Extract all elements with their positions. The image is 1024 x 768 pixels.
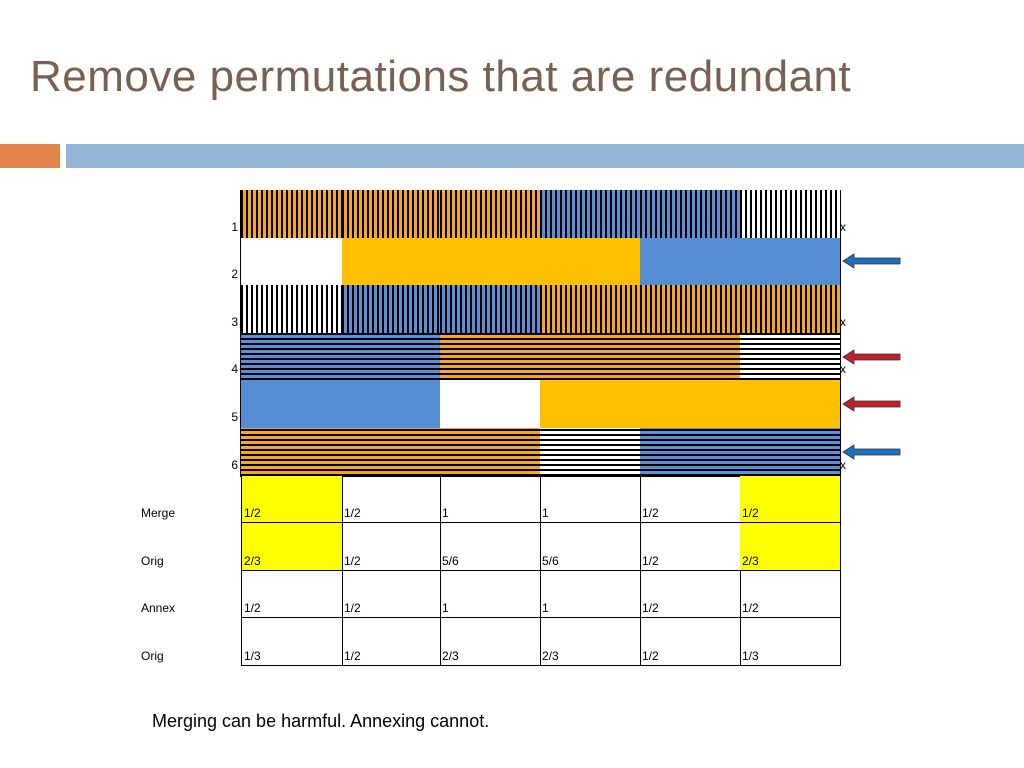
pattern-cell	[342, 237, 440, 286]
table-cell: 1/2	[640, 570, 741, 619]
pattern-cell	[740, 190, 840, 238]
table-cell: 1/2	[740, 570, 841, 619]
pattern-cell	[241, 428, 342, 476]
pattern-cell	[740, 332, 840, 381]
pattern-cell	[640, 190, 740, 238]
row-number-label: 6	[231, 457, 238, 472]
redundant-mark: x	[840, 362, 846, 377]
row-number-label: 1	[231, 219, 238, 234]
pattern-cell	[241, 285, 342, 333]
table-cell: 1/2	[640, 618, 741, 666]
table-cell: 2/3	[740, 523, 841, 571]
pattern-cell	[440, 285, 540, 333]
red-arrow-icon	[842, 348, 901, 365]
redundant-mark: x	[840, 219, 846, 234]
pattern-cell	[740, 237, 840, 286]
slide-caption: Merging can be harmful. Annexing cannot.	[152, 711, 490, 731]
table-row-label: Annex	[141, 601, 176, 616]
header-bar	[66, 144, 1024, 168]
pattern-cell	[440, 237, 540, 286]
redundant-mark: x	[840, 457, 846, 472]
row-number-label: 2	[231, 267, 238, 282]
pattern-cell	[540, 190, 640, 238]
table-cell: 5/6	[540, 523, 641, 571]
row-number-label: 3	[231, 314, 238, 329]
pattern-cell	[241, 237, 342, 286]
pattern-cell	[342, 285, 440, 333]
table-cell: 1	[440, 570, 541, 619]
pattern-cell	[640, 380, 740, 428]
blue-arrow-icon	[842, 253, 901, 270]
pattern-cell	[540, 237, 640, 286]
pattern-cell	[440, 428, 540, 476]
pattern-cell	[640, 237, 740, 286]
blue-arrow-icon	[842, 444, 901, 460]
pattern-cell	[440, 190, 540, 238]
pattern-cell	[241, 380, 342, 428]
pattern-cell	[640, 332, 740, 381]
pattern-cell	[640, 285, 740, 333]
red-arrow-icon	[842, 396, 901, 412]
pattern-cell	[740, 285, 840, 333]
table-row-label: Orig	[141, 648, 164, 663]
pattern-cell	[740, 380, 840, 428]
table-cell: 1	[540, 475, 641, 524]
pattern-cell	[440, 380, 540, 428]
table-row-label: Orig	[141, 553, 164, 568]
row-number-label: 4	[231, 362, 238, 377]
table-cell: 1/2	[241, 570, 343, 619]
table-cell: 1/2	[342, 475, 441, 524]
table-cell: 1/2	[640, 475, 741, 524]
table-cell: 1/3	[740, 618, 841, 666]
table-cell: 1/3	[241, 618, 343, 666]
table-cell: 2/3	[241, 523, 343, 571]
redundant-mark: x	[840, 314, 846, 329]
pattern-cell	[342, 428, 440, 476]
pattern-cell	[540, 380, 640, 428]
table-cell: 1	[540, 570, 641, 619]
pattern-cell	[342, 332, 440, 381]
table-cell: 1/2	[342, 618, 441, 666]
table-cell: 2/3	[440, 618, 541, 666]
pattern-cell	[640, 428, 740, 476]
pattern-cell	[540, 285, 640, 333]
slide-title: Remove permutations that are redundant	[30, 52, 852, 101]
table-cell: 1/2	[342, 570, 441, 619]
table-row-label: Merge	[141, 506, 176, 521]
row-number-label: 5	[231, 410, 238, 424]
table-cell: 1/2	[740, 475, 841, 524]
table-cell: 1	[440, 475, 541, 524]
table-cell: 5/6	[440, 523, 541, 571]
pattern-cell	[440, 332, 540, 381]
pattern-cell	[342, 190, 440, 238]
table-cell: 1/2	[241, 475, 343, 524]
pattern-cell	[342, 380, 440, 428]
pattern-cell	[740, 428, 840, 476]
table-cell: 1/2	[342, 523, 441, 571]
pattern-cell	[241, 332, 342, 381]
pattern-cell	[540, 332, 640, 381]
pattern-cell	[540, 428, 640, 476]
table-cell: 2/3	[540, 618, 641, 666]
pattern-cell	[241, 190, 342, 238]
accent-bar	[0, 144, 60, 168]
table-cell: 1/2	[640, 523, 741, 571]
